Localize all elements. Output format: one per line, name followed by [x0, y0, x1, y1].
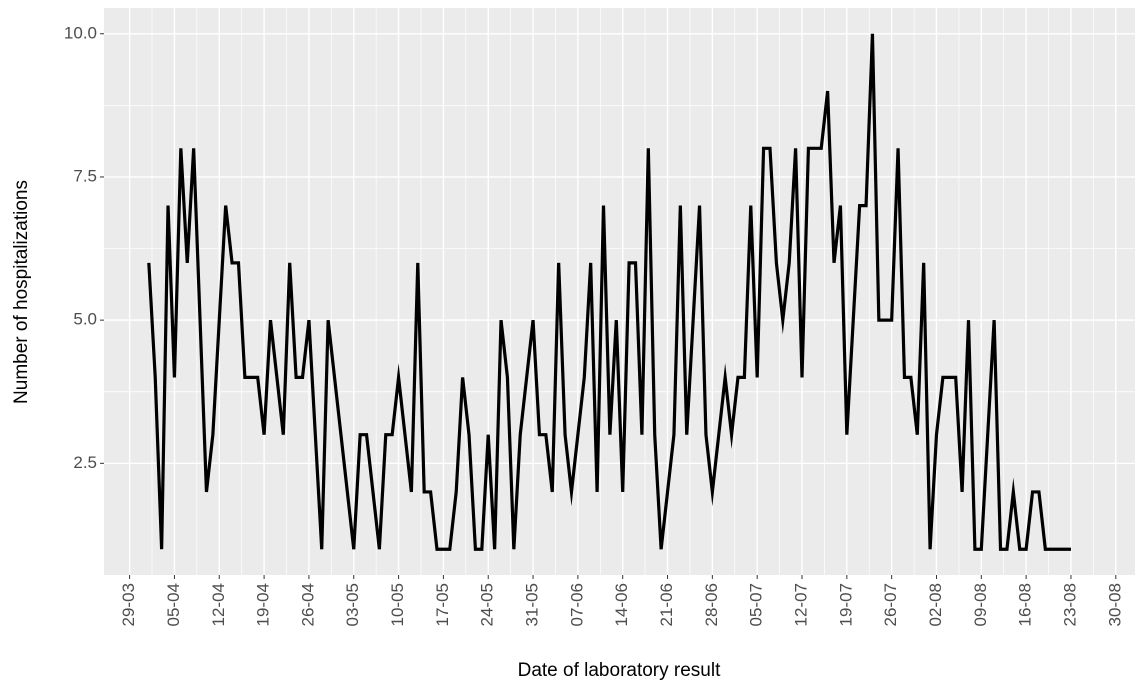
x-tick-label: 03-05 — [343, 583, 362, 626]
y-tick-label: 7.5 — [73, 166, 97, 185]
x-tick-label: 12-07 — [791, 583, 810, 626]
x-tick-label: 05-04 — [164, 583, 183, 626]
x-tick-label: 29-03 — [119, 583, 138, 626]
x-tick-label: 24-05 — [478, 583, 497, 626]
x-tick-label: 26-04 — [298, 583, 317, 626]
x-tick-label: 12-04 — [209, 583, 228, 626]
y-tick-label: 2.5 — [73, 453, 97, 472]
x-tick-label: 16-08 — [1016, 583, 1035, 626]
x-tick-label: 19-04 — [254, 583, 273, 626]
x-tick-label: 07-06 — [567, 583, 586, 626]
x-tick-label: 28-06 — [702, 583, 721, 626]
x-tick-label: 23-08 — [1060, 583, 1079, 626]
x-tick-label: 26-07 — [881, 583, 900, 626]
x-tick-label: 30-08 — [1105, 583, 1124, 626]
x-tick-label: 10-05 — [388, 583, 407, 626]
data-line — [147, 33, 1071, 551]
x-tick-label: 02-08 — [926, 583, 945, 626]
x-tick-label: 21-06 — [657, 583, 676, 626]
x-tick-label: 05-07 — [747, 583, 766, 626]
x-axis-title: Date of laboratory result — [518, 660, 721, 681]
y-axis-title: Number of hospitalizations — [11, 180, 32, 404]
x-tick-label: 31-05 — [523, 583, 542, 626]
x-tick-label: 17-05 — [433, 583, 452, 626]
x-tick-label: 19-07 — [836, 583, 855, 626]
x-tick-label: 14-06 — [612, 583, 631, 626]
y-tick-label: 5.0 — [73, 310, 97, 329]
x-tick-label: 09-08 — [971, 583, 990, 626]
panel-background — [104, 8, 1135, 575]
y-tick-label: 10.0 — [64, 23, 97, 42]
